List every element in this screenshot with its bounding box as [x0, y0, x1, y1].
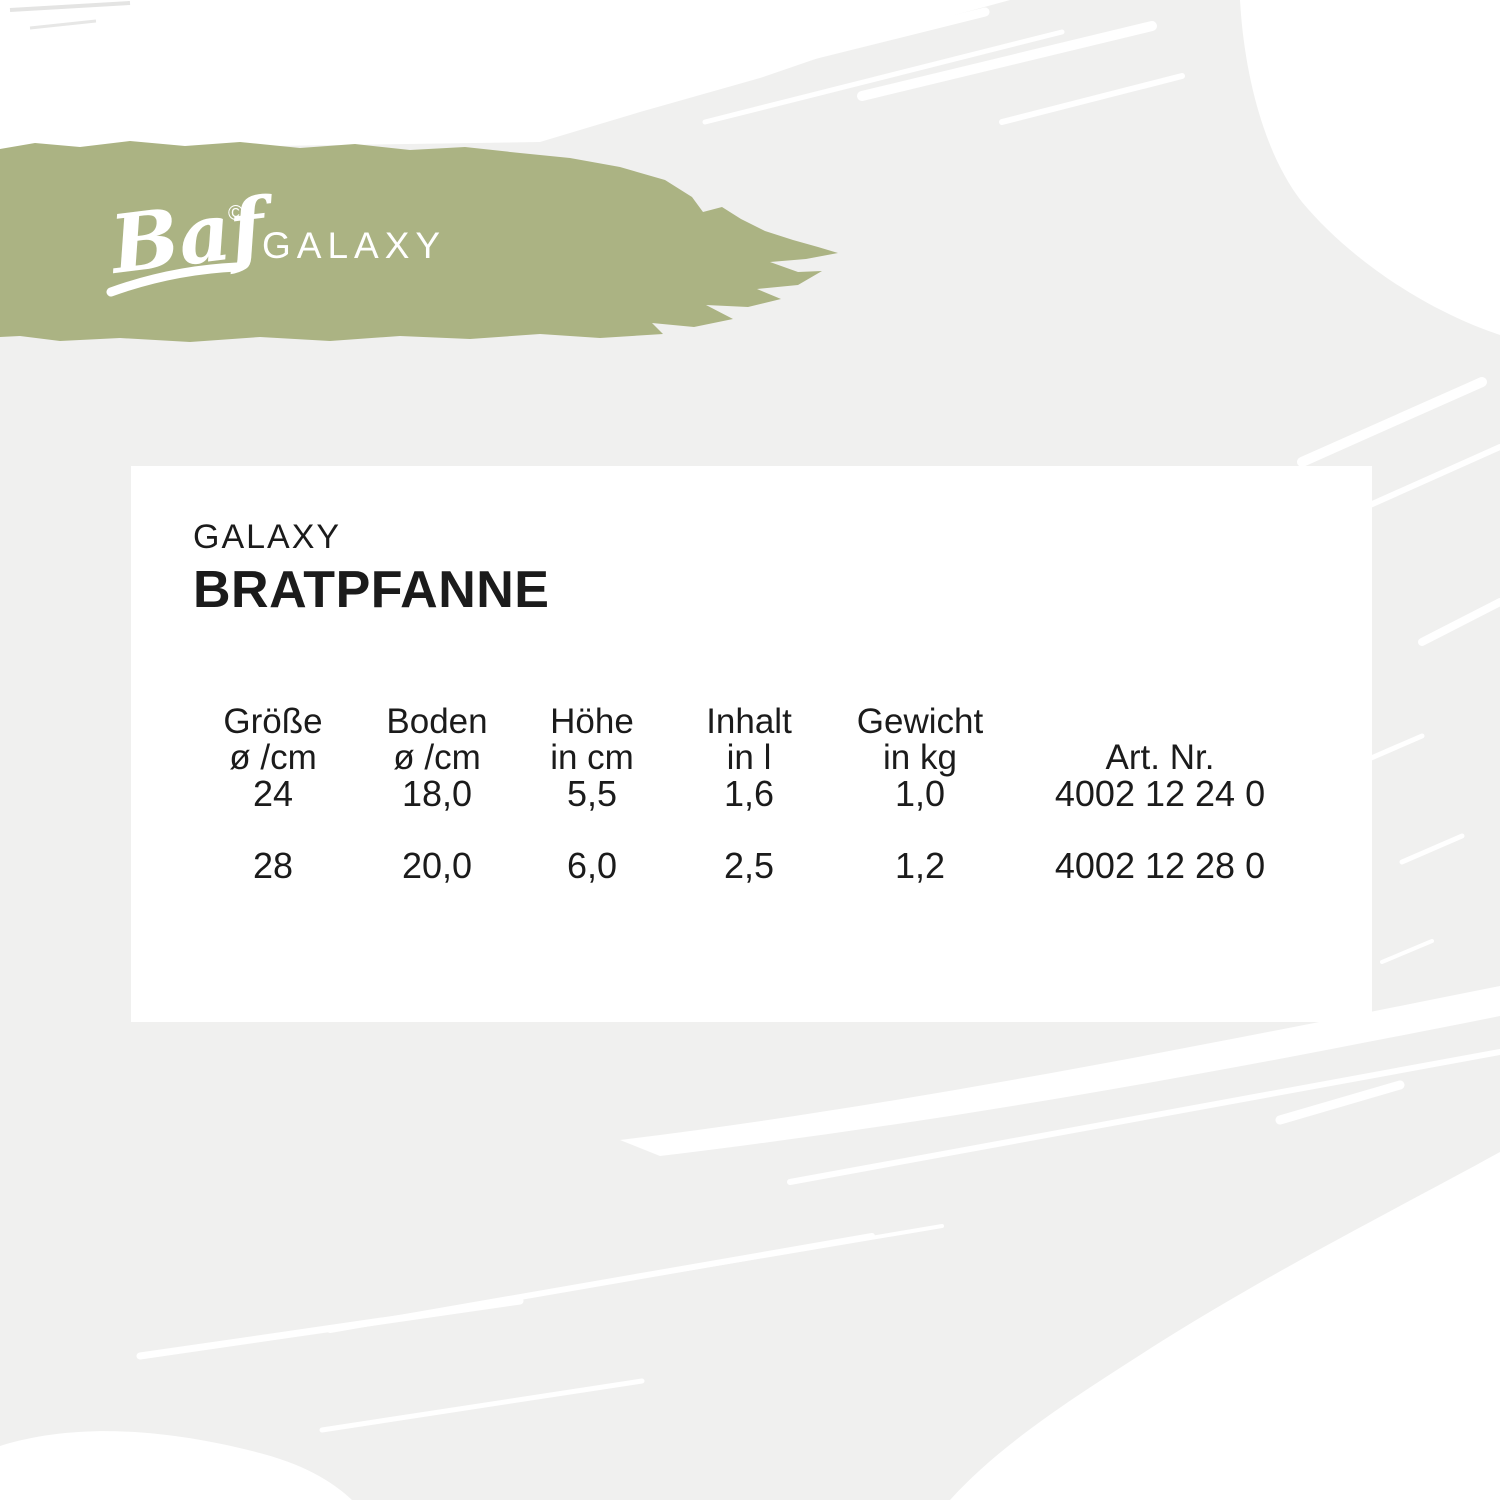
header-line: Boden — [386, 702, 488, 741]
column-header-boden: Boden ø /cm — [355, 704, 519, 776]
brand-logo: Baf © GALAXY — [104, 178, 446, 297]
table-row: 28 20,0 6,0 2,5 1,2 4002 12 28 0 — [191, 848, 1372, 884]
spec-card: GALAXY BRATPFANNE Größe ø /cm Boden ø /c… — [131, 466, 1372, 1022]
paint-streak — [1399, 833, 1465, 865]
cell-gewicht: 1,0 — [894, 773, 946, 814]
cell-inhalt: 1,6 — [723, 773, 775, 814]
cell-hoehe: 6,0 — [566, 845, 618, 886]
header-line: in kg — [883, 738, 957, 777]
column-header-hoehe: Höhe in cm — [519, 704, 665, 776]
copyright-icon: © — [228, 202, 244, 225]
paint-streak — [1380, 939, 1434, 964]
cell-boden: 20,0 — [401, 845, 473, 886]
paint-stroke-bottom-left — [0, 1431, 352, 1500]
table-row: 24 18,0 5,5 1,6 1,0 4002 12 24 0 — [191, 776, 1372, 812]
card-title: BRATPFANNE — [193, 561, 550, 619]
header-line: ø /cm — [229, 738, 317, 777]
column-header-groesse: Größe ø /cm — [191, 704, 355, 776]
column-header-artnr: Art. Nr. — [1007, 704, 1313, 776]
table-header-row: Größe ø /cm Boden ø /cm Höhe in cm Inhal… — [191, 704, 1372, 776]
paint-stroke-top-left — [0, 0, 1010, 150]
header-line: Größe — [223, 702, 323, 741]
header-line: Gewicht — [856, 702, 984, 741]
cell-groesse: 28 — [252, 845, 294, 886]
column-header-gewicht: Gewicht in kg — [833, 704, 1007, 776]
column-header-inhalt: Inhalt in l — [665, 704, 833, 776]
cell-inhalt: 2,5 — [723, 845, 775, 886]
paint-streak — [999, 73, 1185, 125]
card-subtitle: GALAXY — [193, 518, 342, 556]
cell-artnr: 4002 12 24 0 — [1054, 773, 1266, 814]
paint-streak — [1359, 733, 1425, 765]
paint-stroke-band — [620, 986, 1500, 1156]
logo-underline-swoosh — [106, 262, 242, 297]
paint-stroke-bottom-right — [950, 1152, 1500, 1500]
cell-hoehe: 5,5 — [566, 773, 618, 814]
paint-streak — [1418, 598, 1500, 646]
paint-streak — [560, 1224, 944, 1292]
paint-streak — [787, 1049, 1500, 1185]
cell-artnr: 4002 12 28 0 — [1054, 845, 1266, 886]
header-line: in cm — [550, 738, 634, 777]
paint-streak — [1275, 1080, 1405, 1125]
cell-boden: 18,0 — [401, 773, 473, 814]
header-line: ø /cm — [393, 738, 481, 777]
header-line: in l — [726, 738, 772, 777]
scratch-mark — [29, 19, 97, 30]
paint-streak — [319, 1378, 645, 1433]
paint-streak — [1297, 377, 1487, 467]
header-line: Art. Nr. — [1105, 738, 1215, 777]
header-line: Inhalt — [706, 702, 792, 741]
cell-gewicht: 1,2 — [894, 845, 946, 886]
brand-banner — [0, 141, 838, 342]
cell-groesse: 24 — [252, 773, 294, 814]
scratch-mark — [9, 1, 131, 12]
paint-streak — [702, 29, 1065, 125]
paint-streak — [635, 7, 990, 103]
paint-streak — [857, 21, 1157, 101]
header-line: Höhe — [550, 702, 634, 741]
paint-stroke-top-right — [1240, 0, 1500, 335]
banner-series-label: GALAXY — [262, 225, 446, 266]
